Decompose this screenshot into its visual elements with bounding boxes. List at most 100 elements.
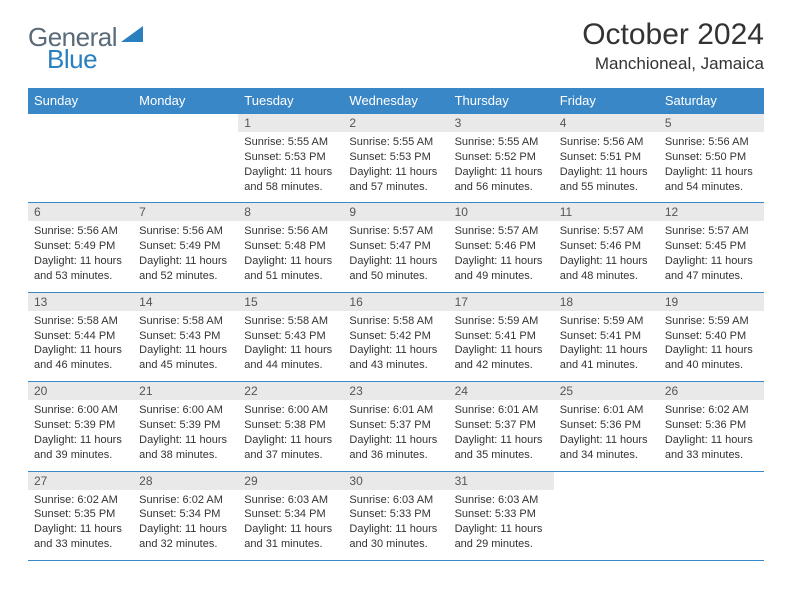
day-number: 12 [659, 203, 764, 221]
day-body: Sunrise: 5:59 AMSunset: 5:40 PMDaylight:… [659, 311, 764, 381]
weekday-header: Thursday [449, 88, 554, 114]
daylight-text: Daylight: 11 hours and 42 minutes. [455, 343, 548, 373]
sunset-text: Sunset: 5:41 PM [455, 329, 548, 344]
daylight-text: Daylight: 11 hours and 41 minutes. [560, 343, 653, 373]
day-body: Sunrise: 6:03 AMSunset: 5:33 PMDaylight:… [449, 490, 554, 560]
daylight-text: Daylight: 11 hours and 55 minutes. [560, 165, 653, 195]
day-number: 10 [449, 203, 554, 221]
day-body: Sunrise: 5:56 AMSunset: 5:48 PMDaylight:… [238, 221, 343, 291]
calendar-cell: 19Sunrise: 5:59 AMSunset: 5:40 PMDayligh… [659, 292, 764, 381]
day-number: 23 [343, 382, 448, 400]
sunrise-text: Sunrise: 6:00 AM [139, 403, 232, 418]
day-body: Sunrise: 6:01 AMSunset: 5:37 PMDaylight:… [449, 400, 554, 470]
calendar-cell [554, 471, 659, 560]
sunrise-text: Sunrise: 5:59 AM [560, 314, 653, 329]
sunrise-text: Sunrise: 5:58 AM [244, 314, 337, 329]
calendar-cell: 4 Sunrise: 5:56 AMSunset: 5:51 PMDaylight… [554, 114, 659, 203]
calendar-week-row: 20Sunrise: 6:00 AMSunset: 5:39 PMDayligh… [28, 382, 764, 471]
day-number: 11 [554, 203, 659, 221]
daylight-text: Daylight: 11 hours and 46 minutes. [34, 343, 127, 373]
day-body: Sunrise: 5:55 AMSunset: 5:53 PMDaylight:… [343, 132, 448, 202]
weekday-header: Wednesday [343, 88, 448, 114]
sunrise-text: Sunrise: 5:57 AM [455, 224, 548, 239]
day-body: Sunrise: 6:01 AMSunset: 5:36 PMDaylight:… [554, 400, 659, 470]
sunset-text: Sunset: 5:33 PM [455, 507, 548, 522]
calendar-cell: 1Sunrise: 5:55 AMSunset: 5:53 PMDaylight… [238, 114, 343, 203]
sunset-text: Sunset: 5:46 PM [455, 239, 548, 254]
sunset-text: Sunset: 5:44 PM [34, 329, 127, 344]
sunrise-text: Sunrise: 6:03 AM [349, 493, 442, 508]
day-number: 14 [133, 293, 238, 311]
day-number: 30 [343, 472, 448, 490]
sunset-text: Sunset: 5:48 PM [244, 239, 337, 254]
weekday-header: Monday [133, 88, 238, 114]
calendar-cell: 15Sunrise: 5:58 AMSunset: 5:43 PMDayligh… [238, 292, 343, 381]
day-number: 19 [659, 293, 764, 311]
sunrise-text: Sunrise: 5:55 AM [349, 135, 442, 150]
sunrise-text: Sunrise: 6:02 AM [665, 403, 758, 418]
day-body: Sunrise: 6:00 AMSunset: 5:39 PMDaylight:… [28, 400, 133, 470]
sunset-text: Sunset: 5:43 PM [244, 329, 337, 344]
sunrise-text: Sunrise: 5:56 AM [560, 135, 653, 150]
daylight-text: Daylight: 11 hours and 37 minutes. [244, 433, 337, 463]
weekday-header: Saturday [659, 88, 764, 114]
day-number: 25 [554, 382, 659, 400]
calendar-cell: 3Sunrise: 5:55 AMSunset: 5:52 PMDaylight… [449, 114, 554, 203]
daylight-text: Daylight: 11 hours and 52 minutes. [139, 254, 232, 284]
calendar-cell: 20Sunrise: 6:00 AMSunset: 5:39 PMDayligh… [28, 382, 133, 471]
day-body [28, 118, 133, 174]
sunrise-text: Sunrise: 6:01 AM [349, 403, 442, 418]
daylight-text: Daylight: 11 hours and 31 minutes. [244, 522, 337, 552]
day-number: 27 [28, 472, 133, 490]
day-body: Sunrise: 5:57 AMSunset: 5:46 PMDaylight:… [554, 221, 659, 291]
calendar-table: Sunday Monday Tuesday Wednesday Thursday… [28, 88, 764, 561]
sunrise-text: Sunrise: 6:03 AM [244, 493, 337, 508]
sunset-text: Sunset: 5:39 PM [139, 418, 232, 433]
day-number: 3 [449, 114, 554, 132]
calendar-cell: 12Sunrise: 5:57 AMSunset: 5:45 PMDayligh… [659, 203, 764, 292]
day-body: Sunrise: 5:58 AMSunset: 5:42 PMDaylight:… [343, 311, 448, 381]
sunrise-text: Sunrise: 5:59 AM [455, 314, 548, 329]
location: Manchioneal, Jamaica [582, 54, 764, 74]
calendar-cell: 27Sunrise: 6:02 AMSunset: 5:35 PMDayligh… [28, 471, 133, 560]
sunset-text: Sunset: 5:43 PM [139, 329, 232, 344]
day-number: 17 [449, 293, 554, 311]
day-number: 5 [659, 114, 764, 132]
daylight-text: Daylight: 11 hours and 50 minutes. [349, 254, 442, 284]
day-body: Sunrise: 5:59 AMSunset: 5:41 PMDaylight:… [554, 311, 659, 381]
day-number: 21 [133, 382, 238, 400]
calendar-week-row: 6Sunrise: 5:56 AMSunset: 5:49 PMDaylight… [28, 203, 764, 292]
sunset-text: Sunset: 5:38 PM [244, 418, 337, 433]
sunset-text: Sunset: 5:39 PM [34, 418, 127, 433]
sunset-text: Sunset: 5:52 PM [455, 150, 548, 165]
sunrise-text: Sunrise: 5:55 AM [455, 135, 548, 150]
calendar-cell: 6Sunrise: 5:56 AMSunset: 5:49 PMDaylight… [28, 203, 133, 292]
calendar-cell: 28Sunrise: 6:02 AMSunset: 5:34 PMDayligh… [133, 471, 238, 560]
day-number: 31 [449, 472, 554, 490]
sunset-text: Sunset: 5:49 PM [139, 239, 232, 254]
daylight-text: Daylight: 11 hours and 36 minutes. [349, 433, 442, 463]
sunrise-text: Sunrise: 5:58 AM [34, 314, 127, 329]
day-number: 4 [554, 114, 659, 132]
day-body: Sunrise: 5:57 AMSunset: 5:47 PMDaylight:… [343, 221, 448, 291]
sunset-text: Sunset: 5:33 PM [349, 507, 442, 522]
sunset-text: Sunset: 5:37 PM [455, 418, 548, 433]
calendar-cell [28, 114, 133, 203]
daylight-text: Daylight: 11 hours and 39 minutes. [34, 433, 127, 463]
day-body: Sunrise: 5:56 AMSunset: 5:49 PMDaylight:… [133, 221, 238, 291]
sunset-text: Sunset: 5:45 PM [665, 239, 758, 254]
day-body: Sunrise: 5:56 AMSunset: 5:50 PMDaylight:… [659, 132, 764, 202]
sunset-text: Sunset: 5:51 PM [560, 150, 653, 165]
day-number: 18 [554, 293, 659, 311]
daylight-text: Daylight: 11 hours and 32 minutes. [139, 522, 232, 552]
sunset-text: Sunset: 5:49 PM [34, 239, 127, 254]
sunset-text: Sunset: 5:50 PM [665, 150, 758, 165]
month-title: October 2024 [582, 18, 764, 52]
day-number: 28 [133, 472, 238, 490]
daylight-text: Daylight: 11 hours and 54 minutes. [665, 165, 758, 195]
day-body: Sunrise: 5:58 AMSunset: 5:43 PMDaylight:… [238, 311, 343, 381]
calendar-cell: 14Sunrise: 5:58 AMSunset: 5:43 PMDayligh… [133, 292, 238, 381]
daylight-text: Daylight: 11 hours and 38 minutes. [139, 433, 232, 463]
daylight-text: Daylight: 11 hours and 48 minutes. [560, 254, 653, 284]
calendar-cell: 11Sunrise: 5:57 AMSunset: 5:46 PMDayligh… [554, 203, 659, 292]
